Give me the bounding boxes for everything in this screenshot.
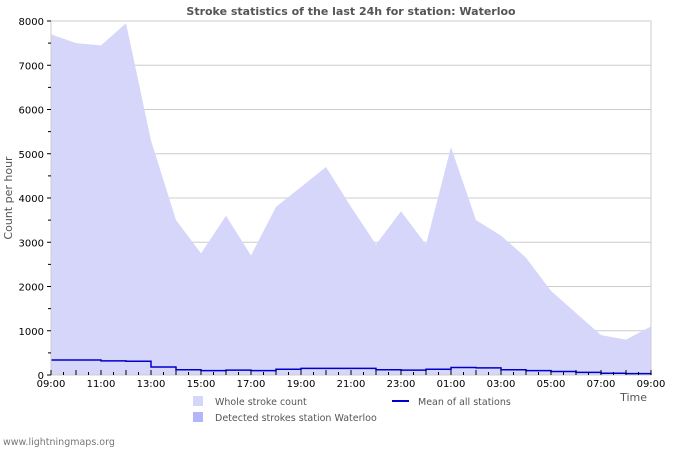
y-tick-label: 8000 <box>19 17 44 28</box>
x-axis-ticks: 09:00 11:00 13:00 15:00 17:00 19:00 21:00 23:00… <box>37 370 666 390</box>
x-tick-label: 21:00 <box>337 379 366 390</box>
x-tick-label: 09:00 <box>637 379 666 390</box>
legend-label-mean-of-all-stations: Mean of all stations <box>418 397 511 408</box>
x-tick-label: 07:00 <box>587 379 616 390</box>
y-tick-label: 4000 <box>19 194 44 205</box>
x-tick-label: 11:00 <box>87 379 116 390</box>
y-axis-ticks: 0 1000 2000 3000 4000 5000 6000 7000 8000 <box>19 17 51 382</box>
y-tick-label: 1000 <box>19 327 44 338</box>
legend-swatch-whole-stroke-count <box>193 396 203 406</box>
legend: Whole stroke count Detected strokes stat… <box>193 396 511 424</box>
chart-title: Stroke statistics of the last 24h for st… <box>186 5 516 18</box>
area-whole-stroke-count <box>51 23 651 376</box>
y-axis-label: Count per hour <box>2 156 15 240</box>
y-tick-label: 3000 <box>19 238 44 249</box>
data-areas <box>51 23 652 376</box>
x-tick-label: 19:00 <box>287 379 316 390</box>
y-tick-label: 2000 <box>19 283 44 294</box>
x-tick-label: 23:00 <box>387 379 416 390</box>
x-tick-label: 09:00 <box>37 379 66 390</box>
line-mean-of-all-stations <box>51 359 652 375</box>
x-tick-label: 01:00 <box>437 379 466 390</box>
y-tick-label: 5000 <box>19 150 44 161</box>
x-tick-label: 13:00 <box>137 379 166 390</box>
legend-label-detected-strokes: Detected strokes station Waterloo <box>215 413 377 424</box>
x-tick-label: 05:00 <box>537 379 566 390</box>
y-tick-label: 7000 <box>19 61 44 72</box>
legend-swatch-detected-strokes <box>193 412 203 422</box>
x-tick-label: 15:00 <box>187 379 216 390</box>
legend-label-whole-stroke-count: Whole stroke count <box>215 397 307 408</box>
x-tick-label: 17:00 <box>237 379 266 390</box>
x-axis-label: Time <box>619 391 647 404</box>
y-tick-label: 0 <box>38 371 44 382</box>
footer-credit: www.lightningmaps.org <box>3 437 115 448</box>
x-tick-label: 03:00 <box>487 379 516 390</box>
y-tick-label: 6000 <box>19 106 44 117</box>
